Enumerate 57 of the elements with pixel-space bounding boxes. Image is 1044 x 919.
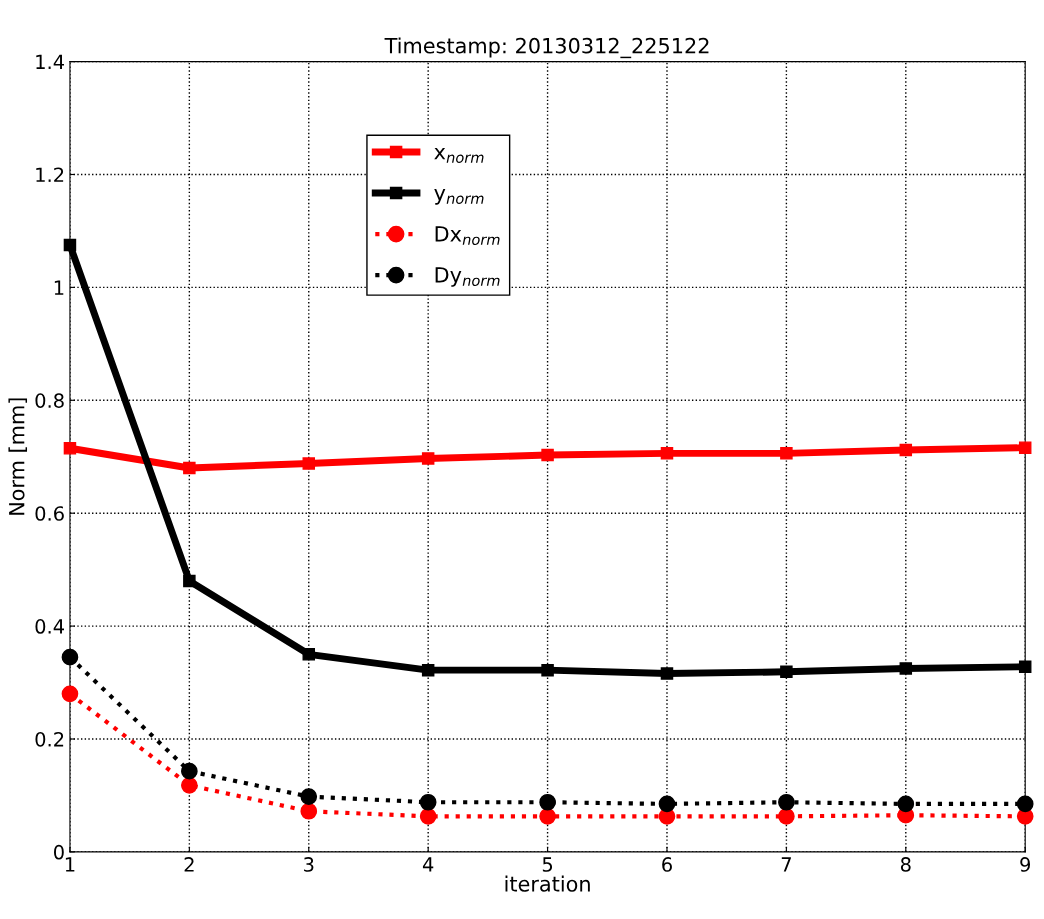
point [660,667,674,680]
point [181,776,198,794]
point [539,808,556,825]
point [302,648,316,661]
y-axis-title: Norm [mm] [8,398,28,515]
point [1016,795,1034,813]
x-tick-label: 5 [542,857,553,872]
point [61,648,79,666]
point [899,443,913,457]
legend-label: y$_{norm}$ [434,188,484,205]
point [302,457,316,470]
y-tick-label: 1.4 [36,54,64,69]
x-tick-label: 7 [781,857,791,872]
y-tick-label: 0.4 [35,619,64,634]
point [778,793,795,811]
point [660,447,674,460]
point [183,461,196,475]
point [778,808,795,825]
y-tick-label: 0.6 [35,506,64,521]
point [300,788,318,805]
y-tick-label: 1.2 [36,167,64,182]
point [780,447,793,460]
point [658,795,676,813]
point [419,808,437,825]
point [897,795,915,813]
x-tick-label: 4 [422,857,434,872]
point [539,793,556,811]
point [421,452,435,465]
x-tick-label: 9 [1020,857,1031,872]
legend-label: Dy$_{norm}$ [435,267,500,287]
point [61,685,79,703]
point [899,662,913,675]
point [1018,441,1032,454]
x-tick-label: 2 [184,857,194,872]
y-tick-label: 1 [54,280,64,295]
point [1018,660,1032,673]
point [780,665,793,679]
chart-title: Timestamp: 20130312_225122 [384,37,709,59]
x-tick-label: 3 [304,857,314,872]
x-axis-title: iteration [505,875,590,892]
x-tick-label: 6 [662,857,672,872]
point [63,238,77,252]
x-tick-label: 1 [65,857,75,872]
point [541,448,554,462]
y-tick-label: 0.8 [35,393,64,408]
point [181,762,198,780]
y-tick-label: 0.2 [35,731,64,747]
point [300,802,318,820]
point [419,793,437,811]
x-tick-label: 8 [900,857,911,872]
point [63,442,77,455]
point [183,574,196,588]
point [421,663,435,677]
point [541,663,554,677]
legend-label: Dx$_{norm}$ [435,226,500,246]
legend-label: x$_{norm}$ [434,147,484,163]
y-tick-label: 0 [54,844,64,860]
